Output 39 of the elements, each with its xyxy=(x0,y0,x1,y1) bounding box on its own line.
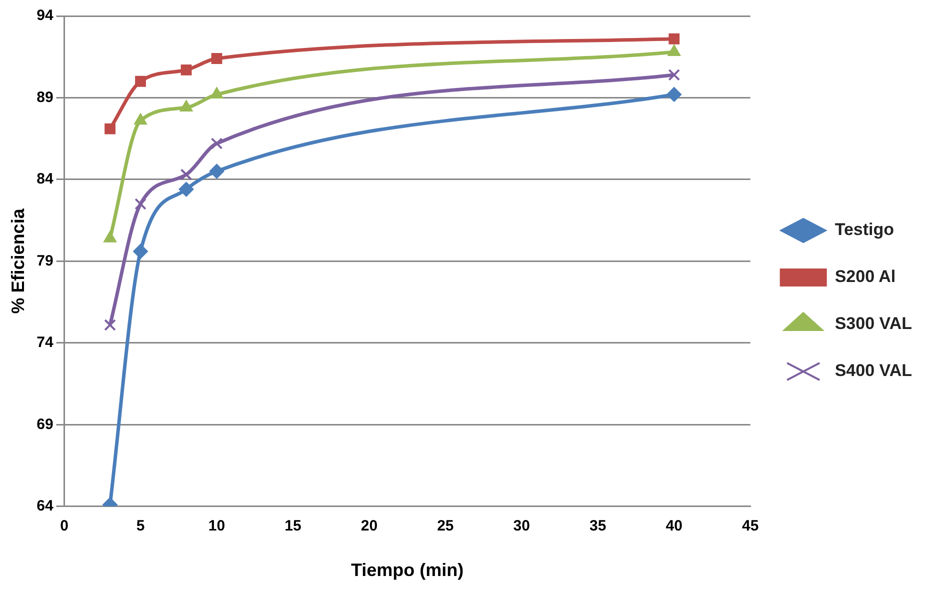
point xyxy=(134,113,148,125)
point xyxy=(180,64,192,76)
legend-label: S200 Al xyxy=(834,267,896,286)
x-axis-title: Tiempo (min) xyxy=(350,560,464,580)
x-tick-label: 30 xyxy=(513,518,530,535)
y-tick-label: 69 xyxy=(36,416,54,433)
x-tick-label: 35 xyxy=(590,518,606,535)
legend-label: S300 VAL xyxy=(834,314,912,334)
x-tick-label: 10 xyxy=(208,518,226,535)
y-tick-label: 64 xyxy=(36,498,54,515)
x-tick-label: 20 xyxy=(360,518,378,535)
y-tick-label: 79 xyxy=(36,252,54,270)
point xyxy=(180,100,193,112)
y-tick-label: 84 xyxy=(36,170,54,188)
point xyxy=(133,244,148,259)
x-tick-label: 5 xyxy=(136,518,145,535)
point xyxy=(668,68,680,81)
point xyxy=(104,319,116,331)
y-axis-title: % Eficiencia xyxy=(8,208,28,314)
legend-label: Testigo xyxy=(834,220,894,240)
point xyxy=(210,138,223,150)
point xyxy=(666,86,682,102)
x-tick-label: 0 xyxy=(60,518,68,535)
x-tick-label: 45 xyxy=(742,518,759,535)
x-tick-label: 40 xyxy=(666,518,682,535)
y-tick-label: 89 xyxy=(36,88,54,106)
y-tick-label: 94 xyxy=(36,7,54,24)
point xyxy=(180,168,192,181)
point xyxy=(209,164,224,179)
point xyxy=(134,198,146,210)
x-tick-label: 15 xyxy=(284,518,302,535)
legend-label: S400 VAL xyxy=(834,361,912,380)
y-tick-label: 74 xyxy=(36,334,54,352)
point xyxy=(178,182,194,197)
point xyxy=(104,123,116,134)
point xyxy=(668,33,680,44)
point xyxy=(135,76,146,87)
x-tick-label: 25 xyxy=(437,518,454,535)
point xyxy=(211,53,222,64)
